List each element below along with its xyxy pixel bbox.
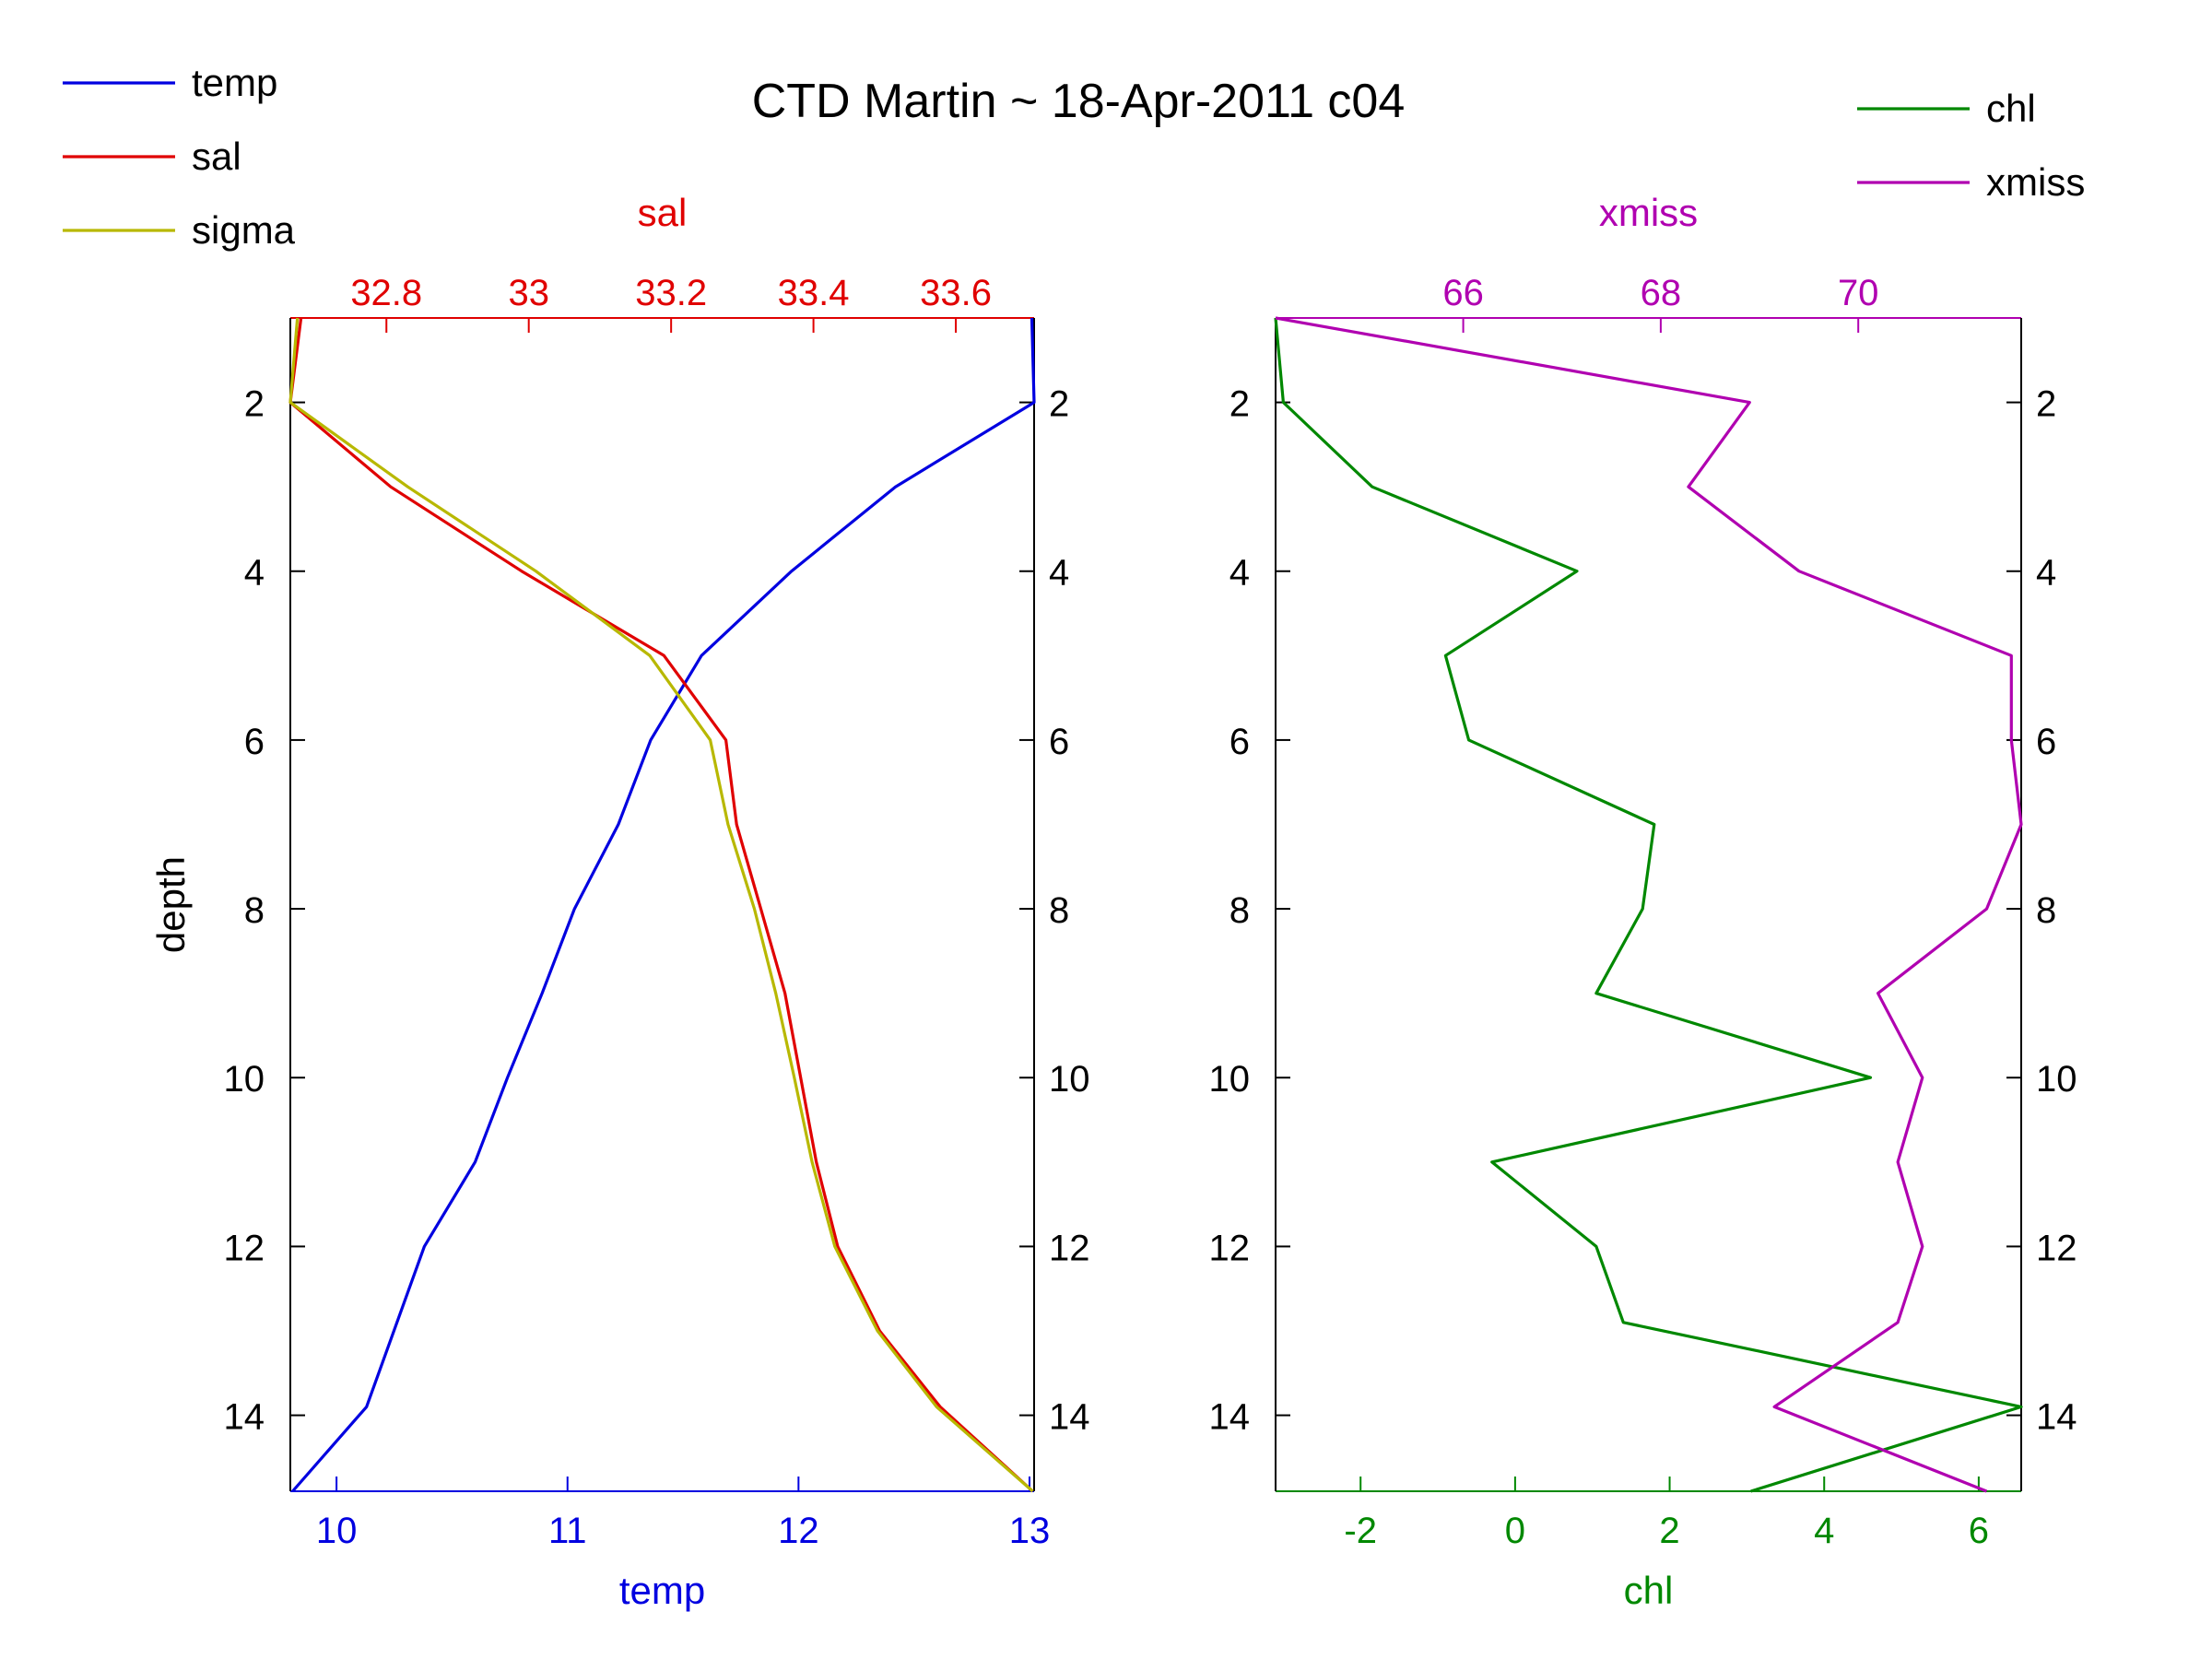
left-ytick-label-right: 8 <box>1049 890 1069 931</box>
left-ytick-label-right: 12 <box>1049 1228 1090 1268</box>
left-xtick-label-bottom: 12 <box>778 1511 819 1551</box>
legend-label-temp: temp <box>192 61 277 104</box>
left-y-axis-title: depth <box>149 856 193 953</box>
right-ytick-label-right: 12 <box>2036 1228 2077 1268</box>
right-xtick-label-top: 68 <box>1641 273 1682 313</box>
right-xtick-label-bottom: -2 <box>1344 1511 1377 1551</box>
left-ytick-label-right: 6 <box>1049 722 1069 762</box>
right-ytick-label-right: 14 <box>2036 1397 2077 1438</box>
left-ytick-label-left: 6 <box>244 722 265 762</box>
left-ytick-label-right: 10 <box>1049 1059 1090 1100</box>
legend-label-xmiss: xmiss <box>1986 160 2085 204</box>
series-line-xmiss <box>1275 316 2023 1493</box>
right-ytick-label-left: 6 <box>1230 722 1250 762</box>
left-ytick-label-left: 14 <box>224 1397 265 1438</box>
legend-right: chl xmiss <box>1857 87 2085 204</box>
right-xtick-label-top: 66 <box>1442 273 1484 313</box>
right-ytick-label-left: 10 <box>1209 1059 1251 1100</box>
left-top-axis-title: sal <box>638 191 688 234</box>
left-ytick-label-right: 14 <box>1049 1397 1090 1438</box>
right-bottom-axis-title: chl <box>1624 1569 1674 1612</box>
right-xtick-label-bottom: 2 <box>1659 1511 1679 1551</box>
left-bottom-axis-title: temp <box>619 1569 705 1612</box>
right-xtick-label-bottom: 4 <box>1814 1511 1834 1551</box>
legend-label-chl: chl <box>1986 87 2036 130</box>
left-ytick-label-right: 2 <box>1049 384 1069 425</box>
left-xtick-label-top: 33.6 <box>920 273 992 313</box>
right-ytick-label-right: 6 <box>2036 722 2056 762</box>
series-line-sal <box>288 317 1034 1493</box>
left-ytick-label-left: 4 <box>244 553 265 594</box>
series-line-chl <box>1274 317 2023 1493</box>
right-ytick-label-right: 2 <box>2036 384 2056 425</box>
right-ytick-label-right: 10 <box>2036 1059 2077 1100</box>
left-ytick-label-left: 8 <box>244 890 265 931</box>
left-xtick-label-top: 33 <box>508 273 549 313</box>
right-ytick-label-right: 8 <box>2036 890 2056 931</box>
chart-title: CTD Martin ~ 18-Apr-2011 c04 <box>752 75 1406 128</box>
left-ytick-label-right: 4 <box>1049 553 1069 594</box>
series-line-temp <box>291 317 1036 1493</box>
left-xtick-label-bottom: 13 <box>1009 1511 1051 1551</box>
left-panel-temp-sal-sigma: 2 2 4 4 6 6 8 8 10 10 12 12 14 14 10 11 12 13 temp 32.8 33 33… <box>149 191 1090 1612</box>
right-xtick-label-bottom: 6 <box>1969 1511 1989 1551</box>
right-xtick-label-bottom: 0 <box>1505 1511 1525 1551</box>
right-ytick-label-left: 14 <box>1209 1397 1251 1438</box>
legend-label-sigma: sigma <box>192 208 296 252</box>
left-ytick-label-left: 2 <box>244 384 265 425</box>
right-ytick-label-left: 12 <box>1209 1228 1251 1268</box>
right-ytick-label-right: 4 <box>2036 553 2056 594</box>
left-ytick-label-left: 12 <box>224 1228 265 1268</box>
left-xtick-label-top: 33.4 <box>778 273 850 313</box>
right-ytick-label-left: 8 <box>1230 890 1250 931</box>
right-ytick-label-left: 2 <box>1230 384 1250 425</box>
series-line-sigma <box>288 317 1034 1493</box>
right-xtick-label-top: 70 <box>1838 273 1879 313</box>
legend-left: temp sal sigma <box>63 61 296 252</box>
right-ytick-label-left: 4 <box>1230 553 1250 594</box>
left-xtick-label-bottom: 10 <box>316 1511 358 1551</box>
left-ytick-label-left: 10 <box>224 1059 265 1100</box>
legend-label-sal: sal <box>192 135 241 178</box>
left-xtick-label-top: 33.2 <box>635 273 707 313</box>
left-xtick-label-bottom: 11 <box>548 1511 587 1551</box>
right-top-axis-title: xmiss <box>1599 191 1698 234</box>
left-xtick-label-top: 32.8 <box>350 273 422 313</box>
